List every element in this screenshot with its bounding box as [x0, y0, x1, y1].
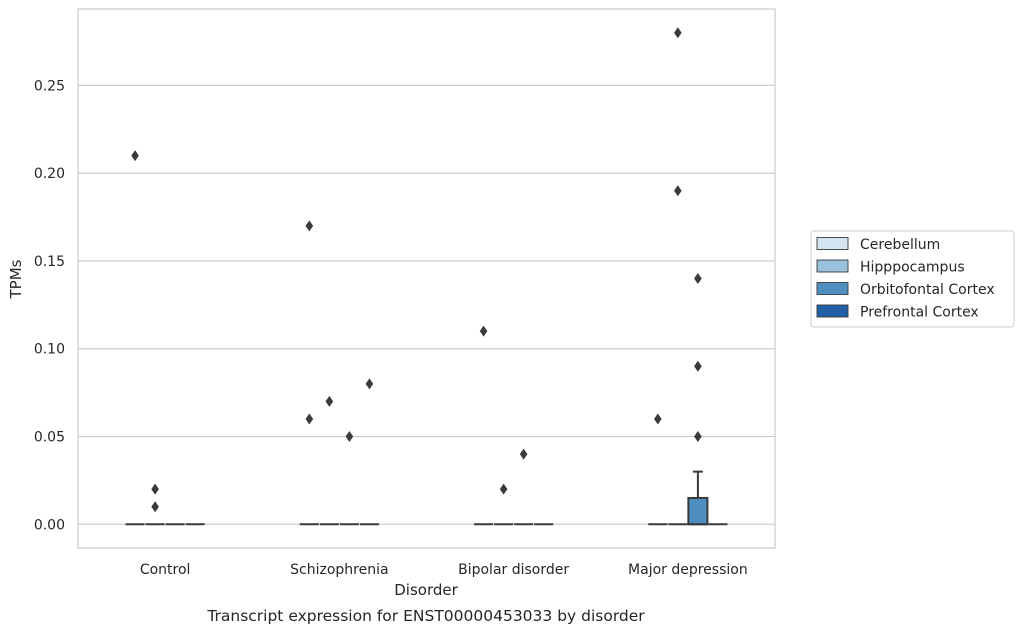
outlier-point — [654, 413, 662, 425]
outlier-point — [345, 431, 354, 443]
box-group — [648, 413, 668, 526]
outlier-point — [674, 27, 682, 39]
y-tick-label: 0.00 — [34, 517, 65, 533]
outlier-point — [479, 325, 488, 337]
legend-label: Orbitofontal Cortex — [860, 282, 995, 298]
outlier-point — [694, 431, 702, 443]
box-group — [299, 220, 319, 526]
outlier-point — [151, 483, 159, 495]
outlier-point — [305, 220, 314, 232]
box-group — [125, 150, 145, 526]
box-group — [514, 448, 534, 526]
outlier-point — [694, 273, 702, 284]
legend-label: Prefrontal Cortex — [860, 305, 979, 321]
outlier-point — [305, 413, 314, 425]
x-tick-label: Bipolar disorder — [458, 562, 569, 578]
box-group — [359, 378, 379, 526]
outlier-point — [674, 185, 682, 197]
y-tick-label: 0.20 — [34, 166, 65, 182]
outlier-point — [499, 483, 508, 495]
grid-lines — [78, 84, 775, 525]
x-tick-label: Schizophrenia — [290, 562, 388, 578]
outlier-point — [325, 395, 334, 407]
y-tick-labels: 0.00 0.05 0.10 0.15 0.20 0.25 — [34, 78, 65, 533]
chart-caption: Transcript expression for ENST0000045303… — [206, 607, 645, 625]
box-group — [319, 395, 339, 526]
y-tick-label: 0.15 — [34, 254, 65, 270]
box-group — [668, 27, 688, 526]
box-group — [494, 483, 514, 526]
box-group — [145, 483, 165, 526]
outlier-point — [519, 448, 528, 460]
legend-swatch — [816, 282, 849, 295]
outlier-point — [151, 501, 159, 513]
legend-swatch — [816, 237, 849, 250]
legend-label: Cerebellum — [860, 237, 940, 253]
outlier-point — [365, 378, 374, 390]
y-tick-label: 0.25 — [34, 78, 65, 94]
y-tick-label: 0.10 — [34, 342, 65, 358]
y-tick-label: 0.05 — [34, 430, 65, 446]
legend-label: Hipppocampus — [860, 260, 965, 276]
box-group — [474, 325, 494, 526]
legend-swatch — [816, 304, 849, 318]
x-axis-label: Disorder — [394, 581, 458, 599]
x-tick-label: Control — [140, 562, 191, 578]
box-group — [339, 431, 359, 526]
box-plot-marks — [125, 27, 728, 526]
outlier-point — [131, 150, 139, 162]
x-tick-labels: Control Schizophrenia Bipolar disorder Majo… — [140, 562, 748, 578]
plot-frame — [77, 8, 776, 549]
outlier-point — [694, 360, 702, 372]
box-body — [687, 496, 709, 526]
legend-swatch — [816, 259, 849, 273]
y-axis-label: TPMs — [7, 259, 25, 299]
box-group — [687, 273, 709, 526]
legend: Cerebellum Hipppocampus Orbitofontal Corte… — [810, 230, 1015, 328]
x-tick-label: Major depression — [628, 562, 748, 578]
legend-frame — [810, 230, 1015, 328]
